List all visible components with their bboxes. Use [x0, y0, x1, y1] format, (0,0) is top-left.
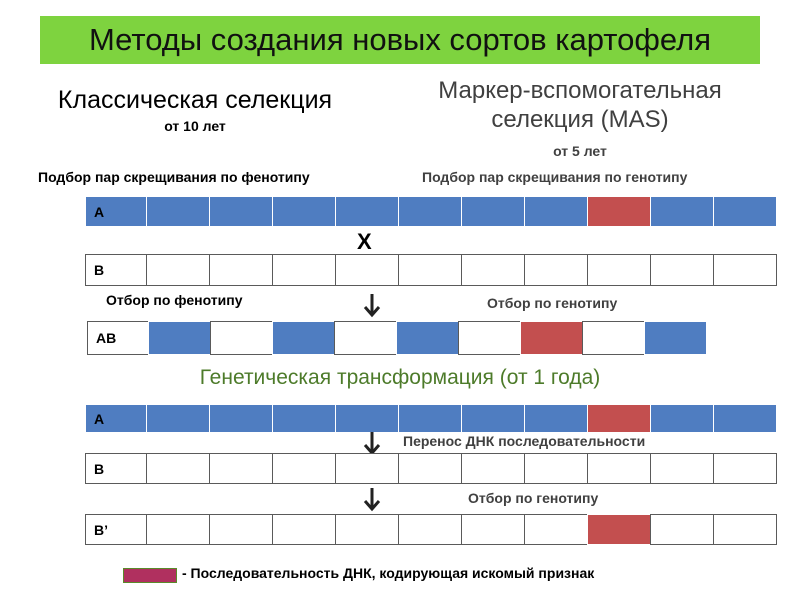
- chromosome-segment: [146, 254, 210, 286]
- target-dna-segment: [520, 321, 583, 355]
- chromosome-segment: [461, 514, 525, 545]
- chromosome-segment: [461, 404, 525, 433]
- transformation-title: Генетическая трансформация (от 1 года): [199, 366, 601, 389]
- chromosome-segment: [148, 321, 211, 355]
- chromosome-segment: [272, 321, 335, 355]
- down-arrow-icon: [363, 488, 381, 512]
- cross-symbol: X: [357, 229, 372, 254]
- chromosome-segment: [713, 404, 777, 433]
- target-dna-segment: [587, 514, 651, 545]
- chromosome-segment: [713, 514, 777, 545]
- chromosome-segment: [146, 514, 210, 545]
- chromosome-segment: [650, 196, 714, 227]
- chromosome-segment: [524, 514, 588, 545]
- chromosome-segment: [587, 254, 651, 286]
- chromosome-segment: [398, 254, 462, 286]
- chromosome-segment: [209, 453, 273, 484]
- chromosome-segment: [650, 453, 714, 484]
- mas-title: Маркер-вспомогательная селекция (MAS): [400, 76, 760, 134]
- mas-duration: от 5 лет: [553, 143, 607, 159]
- classic-selection-duration: от 10 лет: [164, 118, 226, 134]
- chromosome-segment: [713, 254, 777, 286]
- chromosome-segment: [650, 254, 714, 286]
- chromosome-segment: [398, 453, 462, 484]
- chromosome-segment: [209, 196, 273, 227]
- down-arrow-icon: [363, 294, 381, 318]
- chromosome-segment: [458, 321, 521, 355]
- bar-label: B: [85, 254, 147, 286]
- chromosome-segment: [461, 196, 525, 227]
- chromosome-segment: [272, 254, 336, 286]
- chromosome-segment: [396, 321, 459, 355]
- chromosome-segment: [713, 453, 777, 484]
- bar-a-2: A: [85, 404, 777, 433]
- bar-label: B’: [85, 514, 147, 545]
- chromosome-segment: [524, 196, 588, 227]
- chromosome-segment: [335, 514, 399, 545]
- chromosome-segment: [146, 196, 210, 227]
- phenotype-select-label: Отбор по фенотипу: [106, 292, 243, 308]
- chromosome-segment: [146, 453, 210, 484]
- genotype-select-label-1: Отбор по генотипу: [487, 295, 618, 311]
- bar-b-1: B: [85, 254, 777, 286]
- chromosome-segment: [461, 453, 525, 484]
- chromosome-segment: [524, 453, 588, 484]
- chromosome-segment: [335, 453, 399, 484]
- mas-title-line1: Маркер-вспомогательная: [438, 77, 722, 104]
- chromosome-segment: [713, 196, 777, 227]
- chromosome-segment: [272, 404, 336, 433]
- chromosome-segment: [461, 254, 525, 286]
- dna-transfer-label: Перенос ДНК последовательности: [403, 433, 646, 449]
- chromosome-segment: [587, 453, 651, 484]
- title-banner: Методы создания новых сортов картофеля: [40, 16, 760, 64]
- bar-a-1: A: [85, 196, 777, 227]
- chromosome-segment: [272, 453, 336, 484]
- bar-b-prime: B’: [85, 514, 777, 545]
- chromosome-segment: [644, 321, 707, 355]
- chromosome-segment: [398, 404, 462, 433]
- chromosome-segment: [272, 196, 336, 227]
- chromosome-segment: [334, 321, 397, 355]
- bar-ab: AB: [87, 321, 707, 355]
- legend-text: - Последовательность ДНК, кодирующая иск…: [182, 565, 595, 581]
- chromosome-segment: [272, 514, 336, 545]
- bar-label: A: [85, 404, 147, 433]
- chromosome-segment: [524, 404, 588, 433]
- chromosome-segment: [335, 254, 399, 286]
- chromosome-segment: [398, 196, 462, 227]
- chromosome-segment: [650, 404, 714, 433]
- chromosome-segment: [209, 404, 273, 433]
- chromosome-segment: [524, 254, 588, 286]
- classic-selection-title: Классическая селекция: [57, 86, 333, 114]
- target-dna-segment: [587, 196, 651, 227]
- mas-title-line2: селекция (MAS): [491, 106, 669, 133]
- chromosome-segment: [146, 404, 210, 433]
- chromosome-segment: [335, 404, 399, 433]
- page-title: Методы создания новых сортов картофеля: [89, 22, 711, 57]
- bar-label: AB: [87, 321, 149, 355]
- chromosome-segment: [398, 514, 462, 545]
- chromosome-segment: [210, 321, 273, 355]
- chromosome-segment: [582, 321, 645, 355]
- phenotype-pairs-label: Подбор пар скрещивания по фенотипу: [38, 169, 310, 185]
- legend-swatch: [123, 568, 177, 583]
- chromosome-segment: [335, 196, 399, 227]
- bar-label: A: [85, 196, 147, 227]
- chromosome-segment: [650, 514, 714, 545]
- chromosome-segment: [209, 514, 273, 545]
- target-dna-segment: [587, 404, 651, 433]
- bar-label: B: [85, 453, 147, 484]
- genotype-pairs-label: Подбор пар скрещивания по генотипу: [422, 169, 688, 185]
- chromosome-segment: [209, 254, 273, 286]
- bar-b-2: B: [85, 453, 777, 484]
- genotype-select-label-2: Отбор по генотипу: [468, 490, 599, 506]
